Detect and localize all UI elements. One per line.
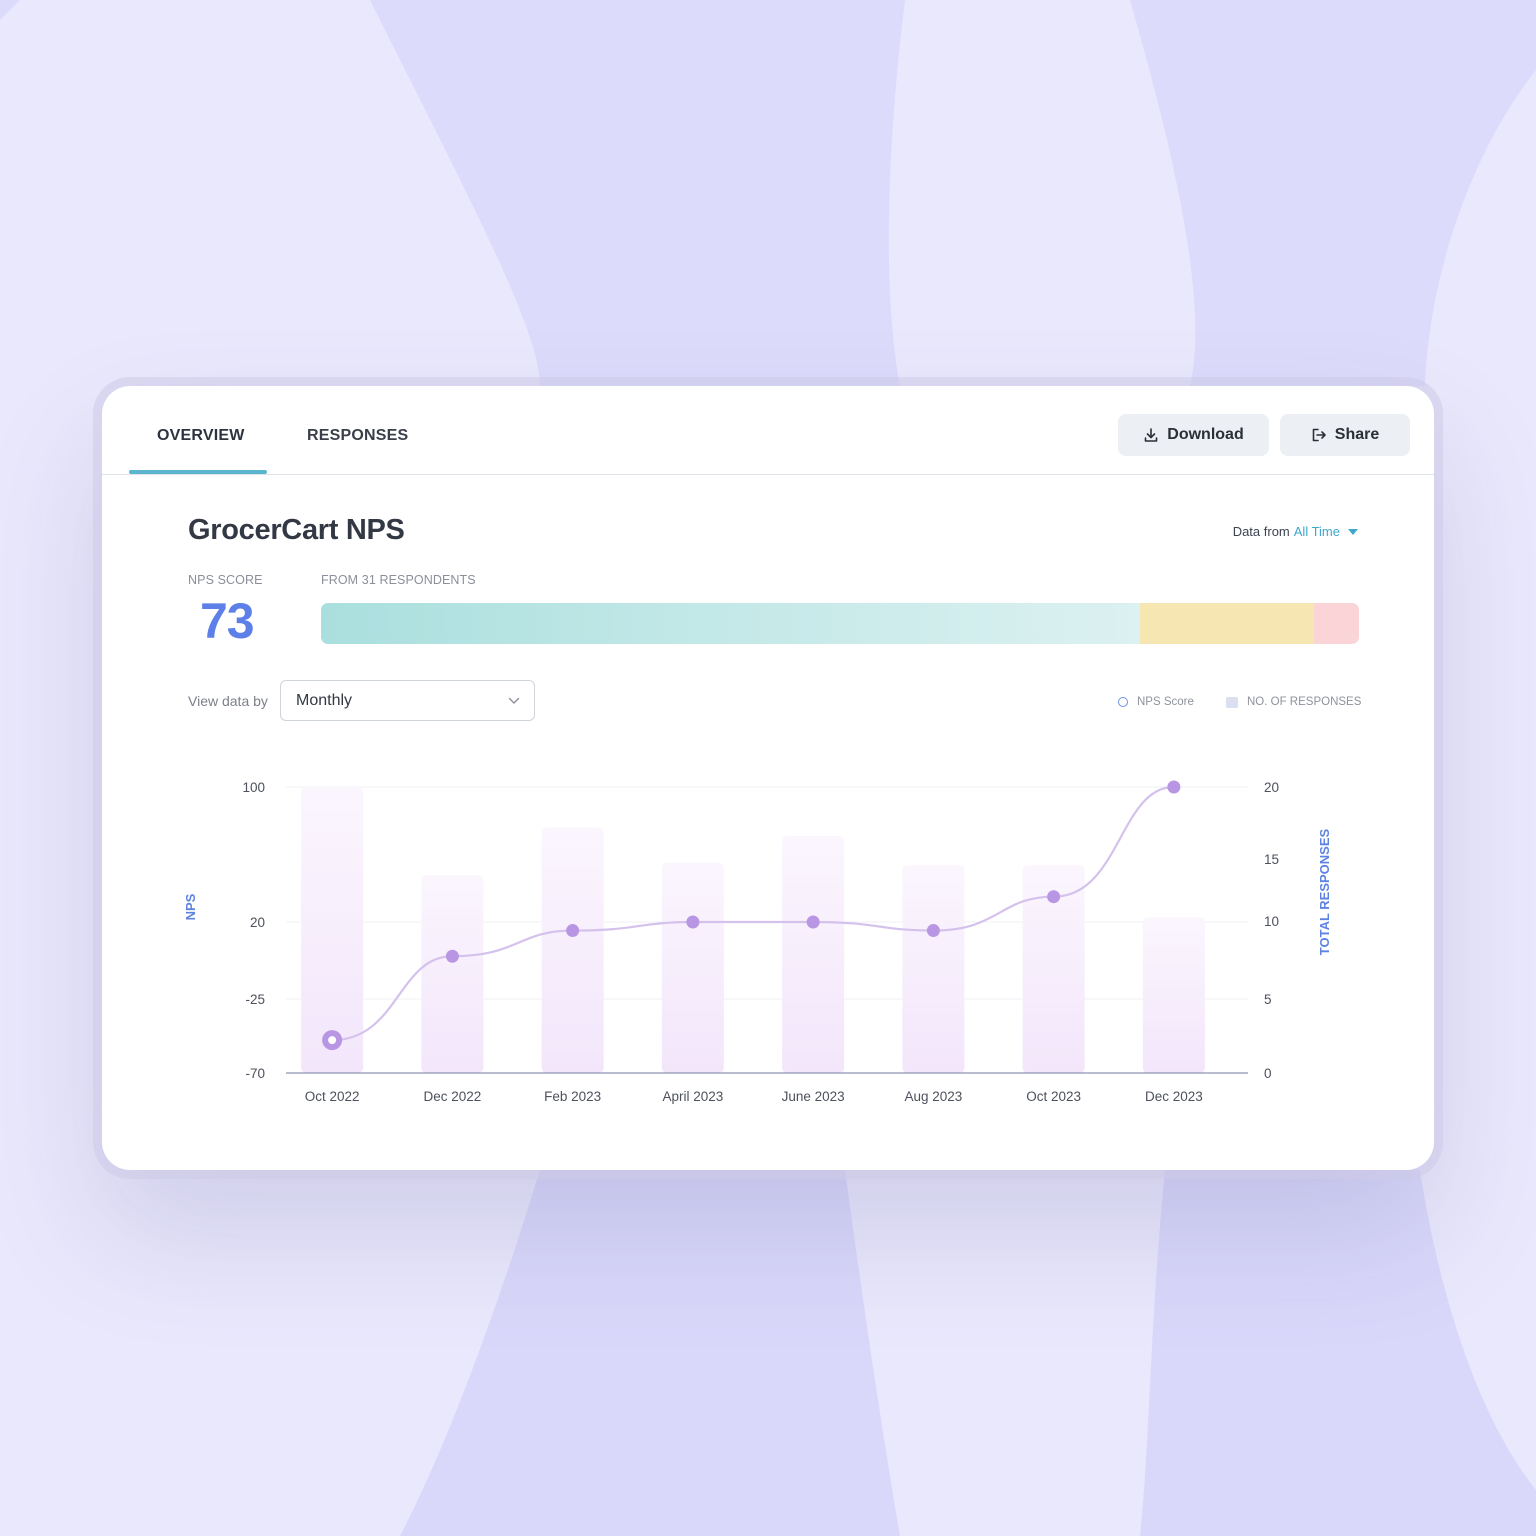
nps-score-label: NPS SCORE: [188, 573, 263, 587]
nps-point: [686, 915, 700, 929]
chart-bar: [541, 827, 604, 1073]
y-tick-label: -70: [245, 1066, 265, 1081]
date-range-dropdown[interactable]: All Time: [1293, 524, 1340, 539]
detractors-segment: [1314, 603, 1359, 644]
x-tick-label: Oct 2022: [305, 1089, 360, 1104]
share-label: Share: [1334, 426, 1380, 443]
y-tick-label: 100: [242, 780, 265, 795]
square-icon: [1226, 696, 1238, 708]
date-range-filter: Data from All Time: [1233, 524, 1358, 539]
tab-overview[interactable]: OVERVIEW: [157, 427, 245, 444]
chart-bar: [902, 865, 965, 1073]
y2-tick-label: 0: [1264, 1066, 1272, 1081]
nps-breakdown-bar: [321, 603, 1359, 644]
y-tick-label: -25: [245, 992, 265, 1007]
x-tick-label: Dec 2022: [423, 1089, 481, 1104]
y2-tick-label: 5: [1264, 992, 1272, 1007]
chart-bar: [301, 787, 364, 1073]
legend-responses-label: NO. OF RESPONSES: [1247, 696, 1362, 708]
chart-bar: [1142, 917, 1205, 1073]
share-icon: [1311, 427, 1327, 443]
legend-nps: NPS Score: [1118, 696, 1194, 708]
chart-bar: [1022, 865, 1085, 1073]
page-title: GrocerCart NPS: [188, 514, 405, 546]
x-tick-label: June 2023: [782, 1089, 845, 1104]
download-label: Download: [1167, 426, 1244, 443]
view-by-label: View data by: [188, 693, 268, 709]
circle-icon: [1118, 697, 1128, 707]
nps-point: [806, 915, 820, 929]
nps-dashboard-card: OVERVIEW RESPONSES Download Share Grocer…: [102, 386, 1434, 1170]
view-by-select[interactable]: Monthly: [280, 680, 535, 721]
nps-point: [1047, 890, 1061, 904]
active-tab-indicator: [129, 470, 267, 474]
x-tick-label: Dec 2023: [1145, 1089, 1203, 1104]
passives-segment: [1139, 603, 1315, 644]
date-range-prefix: Data from: [1232, 524, 1290, 539]
nps-point: [566, 924, 580, 938]
x-tick-label: Oct 2023: [1026, 1089, 1081, 1104]
respondents-label: FROM 31 RESPONDENTS: [321, 573, 476, 587]
y2-tick-label: 10: [1264, 914, 1279, 929]
x-tick-label: Feb 2023: [544, 1089, 601, 1104]
nps-point: [1167, 780, 1181, 794]
caret-down-icon[interactable]: [1348, 528, 1358, 535]
download-button[interactable]: Download: [1118, 414, 1269, 456]
chart-bar: [421, 875, 484, 1073]
chart-bar: [661, 862, 724, 1073]
download-icon: [1143, 427, 1159, 443]
view-by-value: Monthly: [296, 691, 353, 709]
tab-bar: OVERVIEW RESPONSES Download Share: [102, 386, 1434, 475]
y-axis-title: NPS: [183, 893, 198, 920]
legend-nps-label: NPS Score: [1137, 696, 1194, 708]
chart-bar: [782, 835, 845, 1073]
chevron-down-icon: [508, 692, 520, 710]
nps-score-value: 73: [200, 593, 255, 649]
nps-point: [445, 949, 459, 963]
promoters-segment: [321, 603, 1140, 644]
nps-trend-chart: 100 20 -25 -70 20 15 10 5 0 Oct 2022 Dec 2022 Feb 2…: [183, 780, 1332, 1104]
legend-responses: NO. OF RESPONSES: [1226, 696, 1361, 708]
nps-point-highlight: [328, 1036, 337, 1045]
y2-tick-label: 15: [1264, 852, 1279, 867]
x-tick-label: Aug 2023: [904, 1089, 962, 1104]
y2-tick-label: 20: [1264, 780, 1279, 795]
x-tick-label: April 2023: [662, 1089, 723, 1104]
share-button[interactable]: Share: [1280, 414, 1410, 456]
nps-point: [926, 924, 940, 938]
tab-responses[interactable]: RESPONSES: [307, 427, 409, 444]
y-tick-label: 20: [250, 915, 265, 930]
y2-axis-title: TOTAL RESPONSES: [1317, 828, 1332, 955]
